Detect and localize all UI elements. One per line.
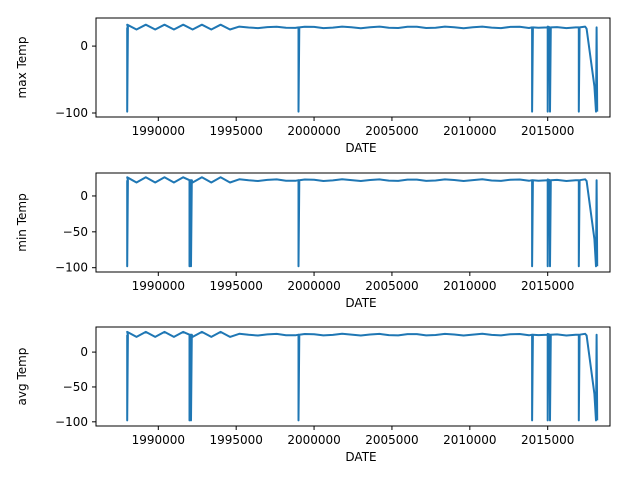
x-axis-label-2: DATE — [345, 296, 376, 310]
x-tick-label-1-3: 2005000 — [365, 124, 418, 138]
x-tick-label-3-5: 2015000 — [521, 433, 574, 447]
x-tick-label-1-5: 2015000 — [521, 124, 574, 138]
y-tick-label-1-0: 0 — [80, 39, 88, 53]
x-tick-label-2-1: 1995000 — [209, 279, 262, 293]
subplot-2: 1990000 1995000 2000000 2005000 2010000 20150… — [15, 172, 611, 310]
x-tick-label-3-0: 1990000 — [132, 433, 185, 447]
x-tick-label-3-1: 1995000 — [209, 433, 262, 447]
y-axis-label-1: max Temp — [15, 37, 29, 99]
y-tick-label-3-2: −100 — [55, 415, 88, 429]
axes-frame-1 — [95, 17, 611, 118]
y-tick-label-3-1: −50 — [63, 380, 88, 394]
y-tick-label-3-0: 0 — [80, 345, 88, 359]
x-axis-label-3: DATE — [345, 450, 376, 464]
x-tick-label-2-0: 1990000 — [132, 279, 185, 293]
y-axis-label-3: avg Temp — [15, 348, 29, 406]
subplot-1: 1990000 1995000 2000000 2005000 2010000 20150… — [15, 17, 611, 155]
series-line-2 — [126, 176, 599, 268]
y-axis-label-2: min Temp — [15, 193, 29, 251]
x-tick-label-2-2: 2000000 — [287, 279, 340, 293]
x-tick-label-1-0: 1990000 — [132, 124, 185, 138]
x-tick-label-2-3: 2005000 — [365, 279, 418, 293]
x-tick-label-1-2: 2000000 — [287, 124, 340, 138]
series-line-1 — [126, 23, 599, 113]
x-tick-label-2-4: 2010000 — [443, 279, 496, 293]
x-axis-label-1: DATE — [345, 141, 376, 155]
x-tick-label-1-1: 1995000 — [209, 124, 262, 138]
x-tick-label-3-4: 2010000 — [443, 433, 496, 447]
y-tick-label-2-1: −50 — [63, 225, 88, 239]
x-tick-label-3-2: 2000000 — [287, 433, 340, 447]
series-line-3 — [126, 330, 599, 422]
y-tick-label-2-2: −100 — [55, 261, 88, 275]
subplot-3: 1990000 1995000 2000000 2005000 2010000 20150… — [15, 326, 611, 464]
x-tick-label-2-5: 2015000 — [521, 279, 574, 293]
x-tick-label-1-4: 2010000 — [443, 124, 496, 138]
x-tick-label-3-3: 2005000 — [365, 433, 418, 447]
y-tick-label-1-1: −100 — [55, 106, 88, 120]
axes-frame-3 — [95, 326, 611, 427]
axes-frame-2 — [95, 172, 611, 273]
y-tick-label-2-0: 0 — [80, 189, 88, 203]
